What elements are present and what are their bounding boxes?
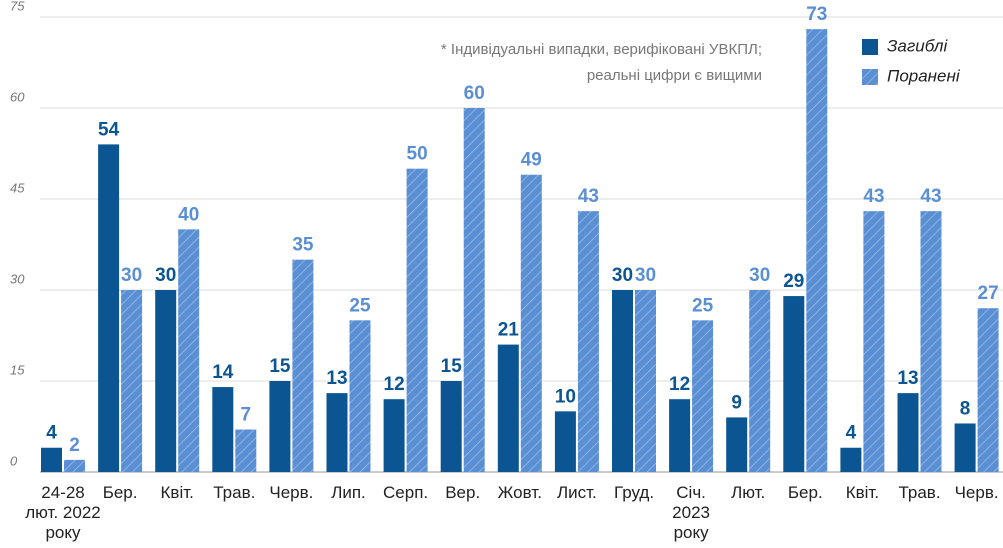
value-label: 43: [863, 186, 884, 207]
x-tick-label: Черв.: [269, 483, 313, 502]
value-label: 15: [269, 356, 291, 377]
value-label: 9: [731, 392, 742, 413]
value-label: 43: [920, 186, 941, 207]
bar: [497, 344, 519, 472]
bar: [520, 174, 542, 472]
value-label: 14: [212, 362, 234, 383]
x-tick-label: Квіт.: [161, 483, 194, 502]
x-tick-label: Квіт.: [846, 483, 879, 502]
value-label: 35: [292, 235, 314, 256]
bar: [121, 290, 143, 472]
bar: [349, 320, 371, 472]
x-tick-label: Лист.: [557, 483, 597, 502]
x-tick-label: Вер.: [445, 483, 480, 502]
y-tick-label: 30: [10, 271, 25, 286]
bar: [383, 399, 405, 472]
value-label: 30: [635, 265, 656, 286]
bar: [920, 211, 942, 472]
bar: [840, 447, 862, 472]
x-tick-label: Лют.: [731, 483, 765, 502]
legend-label: Поранені: [887, 66, 961, 85]
bar: [612, 290, 633, 472]
value-label: 12: [384, 374, 405, 395]
bar: [269, 381, 291, 472]
bar: [406, 168, 428, 472]
value-label: 60: [464, 83, 485, 104]
value-label: 30: [155, 265, 176, 286]
value-label: 30: [121, 265, 142, 286]
bar: [669, 399, 691, 472]
legend-swatch: [862, 39, 878, 55]
legend-swatch: [862, 69, 878, 85]
x-tick-label: Жовт.: [498, 483, 542, 502]
x-tick-label: Трав.: [213, 483, 255, 502]
value-label: 43: [578, 186, 599, 207]
value-label: 25: [692, 295, 714, 316]
bar: [41, 447, 62, 472]
annotation: реальні цифри є вищими: [587, 67, 762, 84]
x-tick-label: Трав.: [898, 483, 940, 502]
value-label: 13: [326, 368, 347, 389]
x-tick-label: Бер.: [103, 483, 138, 502]
x-tick-label: Груд.: [614, 483, 654, 502]
bar: [635, 290, 656, 472]
value-label: 15: [441, 356, 463, 377]
x-tick-label: Лип.: [331, 483, 366, 502]
x-tick-label: 24-28 лют. 2022 року: [25, 483, 100, 542]
bar: [155, 290, 177, 472]
bar: [577, 211, 599, 472]
value-label: 4: [846, 423, 857, 444]
bar: [897, 393, 919, 472]
bar: [178, 229, 200, 472]
annotation: * Індивідуальні випадки, верифіковані УВ…: [441, 41, 762, 58]
bar: [783, 296, 805, 472]
value-label: 40: [178, 204, 199, 225]
y-tick-label: 45: [10, 180, 25, 195]
value-label: 30: [612, 265, 633, 286]
value-label: 50: [407, 144, 428, 165]
x-tick-label: Черв.: [955, 483, 999, 502]
bar: [977, 308, 999, 472]
value-label: 4: [46, 423, 57, 444]
bar: [326, 393, 348, 472]
value-label: 30: [749, 265, 770, 286]
bar: [292, 259, 314, 472]
bar: [863, 211, 885, 472]
x-tick-label: Бер.: [788, 483, 823, 502]
bar: [440, 381, 462, 472]
y-tick-label: 60: [10, 89, 25, 104]
value-label: 8: [960, 398, 971, 419]
bar: [235, 429, 257, 472]
value-label: 10: [555, 386, 576, 407]
bar: [554, 411, 576, 472]
value-label: 27: [978, 283, 999, 304]
bar: [749, 290, 771, 472]
bar: [954, 423, 976, 472]
value-label: 29: [783, 271, 804, 292]
bar: [463, 108, 485, 472]
x-tick-label: Серп.: [383, 483, 428, 502]
value-label: 7: [241, 405, 252, 426]
value-label: 21: [498, 320, 520, 341]
bar: [806, 29, 828, 473]
value-label: 13: [897, 368, 918, 389]
y-tick-label: 15: [10, 362, 25, 377]
value-label: 25: [349, 295, 371, 316]
x-tick-label: Січ. 2023 року: [672, 483, 710, 542]
value-label: 73: [806, 4, 827, 25]
value-label: 2: [69, 435, 80, 456]
y-tick-label: 0: [10, 453, 18, 468]
bar: [212, 387, 234, 472]
bar: [726, 417, 748, 472]
value-label: 49: [521, 150, 542, 171]
value-label: 54: [98, 119, 120, 140]
bar: [692, 320, 714, 472]
bar: [64, 459, 85, 472]
bar: [98, 144, 120, 472]
y-tick-label: 75: [10, 0, 25, 13]
legend-label: Загиблі: [887, 36, 949, 55]
value-label: 12: [669, 374, 690, 395]
